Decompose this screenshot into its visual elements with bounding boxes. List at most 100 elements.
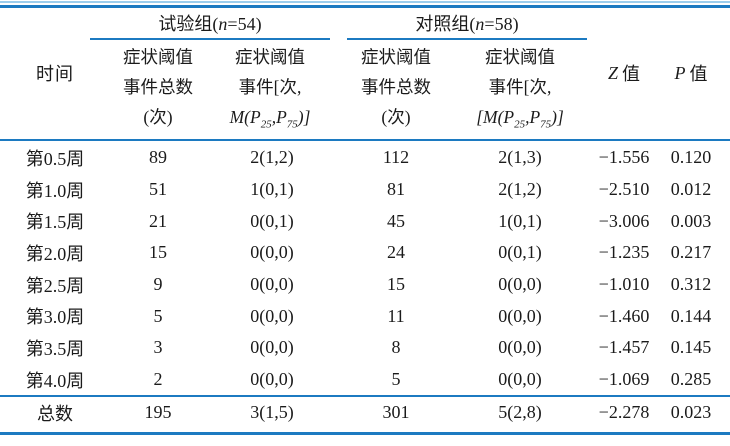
cell-p-value: 0.285 (670, 369, 712, 390)
cell-exp-total: 195 (144, 402, 172, 422)
cell-exp-total: 21 (149, 210, 167, 231)
cell-exp-total: 2 (153, 369, 163, 390)
ctrl-group-prefix: 对照组( (415, 14, 476, 34)
cell-z-value: −2.510 (598, 179, 650, 200)
p-label: 值 (689, 64, 708, 84)
cell-time: 第2.5周 (25, 275, 85, 296)
formula-subscript: 75 (286, 118, 298, 131)
cell-p-value: 0.003 (670, 210, 712, 231)
formula-part: )] (297, 107, 311, 127)
cell-exp-total: 51 (149, 179, 167, 200)
total-rule (0, 395, 730, 397)
subheader-line: 事件[次, (488, 77, 552, 97)
cell-ctrl-total: 81 (387, 179, 405, 200)
cell-time: 第3.0周 (25, 307, 85, 328)
cell-time: 第1.0周 (25, 180, 85, 201)
group-header-control: 对照组(n=58) (347, 10, 587, 36)
cell-exp-total: 89 (149, 147, 167, 168)
cell-p-value: 0.012 (670, 179, 712, 200)
cell-ctrl-median: 0(0,0) (498, 305, 542, 326)
cell-ctrl-median: 0(0,0) (498, 337, 542, 358)
cell-ctrl-median: 1(0,1) (498, 210, 542, 231)
cell-ctrl-median: 2(1,2) (498, 179, 542, 200)
formula-part: [M(P (476, 107, 515, 127)
subheader-exp-median: 症状阈值 事件[次, M(P25,P75)] (204, 42, 336, 132)
cell-ctrl-total: 15 (387, 274, 405, 295)
cell-time: 总数 (37, 403, 73, 424)
table-row: 第3.5周 3 0(0,0) 8 0(0,0) −1.457 0.145 (0, 332, 730, 364)
subheader-ctrl-median: 症状阈值 事件[次, [M(P25,P75)] (444, 42, 596, 132)
cell-exp-median: 1(0,1) (250, 179, 294, 200)
exp-group-n-var: n (218, 14, 228, 34)
cell-z-value: −1.457 (598, 337, 650, 358)
cell-ctrl-total: 112 (382, 147, 410, 168)
cell-p-value: 0.120 (670, 147, 712, 168)
table-row: 第1.0周 51 1(0,1) 81 2(1,2) −2.510 0.012 (0, 174, 730, 206)
cell-exp-median: 2(1,2) (250, 147, 294, 168)
table-row: 第2.0周 15 0(0,0) 24 0(0,1) −1.235 0.217 (0, 237, 730, 269)
top-rule-light (0, 1, 730, 3)
exp-median-formula: M(P25,P75)] (204, 102, 336, 132)
subheader-line: 症状阈值 (123, 47, 193, 67)
cell-z-value: −1.556 (598, 147, 650, 168)
column-header-time: 时间 (0, 8, 110, 138)
cell-exp-median: 0(0,0) (250, 369, 294, 390)
cell-time: 第1.5周 (25, 212, 85, 233)
cell-exp-median: 0(0,0) (250, 305, 294, 326)
ctrl-group-underline (347, 38, 587, 40)
cell-ctrl-median: 0(0,0) (498, 369, 542, 390)
subheader-line: (次) (143, 107, 173, 127)
cell-exp-median: 0(0,0) (250, 274, 294, 295)
cell-time: 第0.5周 (25, 148, 85, 169)
subheader-line: (次) (381, 107, 411, 127)
subheader-ctrl-total-count: 症状阈值 事件总数 (次) (348, 42, 444, 132)
subheader-line: 症状阈值 (361, 47, 431, 67)
z-label: 值 (622, 64, 640, 84)
cell-p-value: 0.312 (670, 274, 712, 295)
cell-z-value: −1.235 (598, 242, 650, 263)
time-header-label: 时间 (36, 64, 74, 84)
cell-exp-median: 3(1,5) (250, 402, 294, 422)
cell-p-value: 0.145 (670, 337, 712, 358)
p-var: P (674, 62, 686, 83)
formula-subscript: 25 (260, 118, 272, 131)
cell-ctrl-total: 11 (387, 305, 405, 326)
group-header-experimental: 试验组(n=54) (90, 10, 330, 36)
formula-part: M(P (229, 107, 261, 127)
subheader-line: 事件总数 (361, 77, 431, 97)
formula-part: ,P (525, 107, 541, 127)
cell-z-value: −2.278 (598, 402, 650, 422)
cell-time: 第3.5周 (25, 338, 85, 359)
cell-ctrl-median: 5(2,8) (498, 402, 542, 422)
cell-z-value: −1.069 (598, 369, 650, 390)
header-rule (0, 138, 730, 141)
cell-ctrl-median: 0(0,1) (498, 242, 542, 263)
cell-p-value: 0.217 (670, 242, 712, 263)
cell-ctrl-total: 24 (387, 242, 405, 263)
ctrl-group-suffix: =58) (484, 14, 519, 34)
cell-p-value: 0.023 (670, 402, 712, 422)
exp-group-underline (90, 38, 330, 40)
cell-z-value: −3.006 (598, 210, 650, 231)
cell-exp-median: 0(0,0) (250, 242, 294, 263)
exp-group-prefix: 试验组( (158, 14, 219, 34)
formula-part: )] (551, 107, 564, 127)
table-row: 第1.5周 21 0(0,1) 45 1(0,1) −3.006 0.003 (0, 205, 730, 237)
formula-subscript: 25 (514, 118, 526, 131)
top-rule (0, 4, 730, 8)
subheader-line: 事件[次, (238, 77, 302, 97)
cell-z-value: −1.010 (598, 274, 650, 295)
z-var: Z (607, 62, 618, 83)
cell-ctrl-total: 45 (387, 210, 405, 231)
formula-subscript: 75 (540, 118, 552, 131)
cell-exp-median: 0(0,1) (250, 210, 294, 231)
subheader-line: 事件总数 (123, 77, 193, 97)
cell-ctrl-total: 5 (391, 369, 401, 390)
table-row: 第0.5周 89 2(1,2) 112 2(1,3) −1.556 0.120 (0, 142, 730, 174)
table-row: 第4.0周 2 0(0,0) 5 0(0,0) −1.069 0.285 (0, 364, 730, 396)
cell-time: 第2.0周 (25, 243, 85, 264)
cell-exp-total: 3 (153, 337, 163, 358)
cell-exp-median: 0(0,0) (250, 337, 294, 358)
